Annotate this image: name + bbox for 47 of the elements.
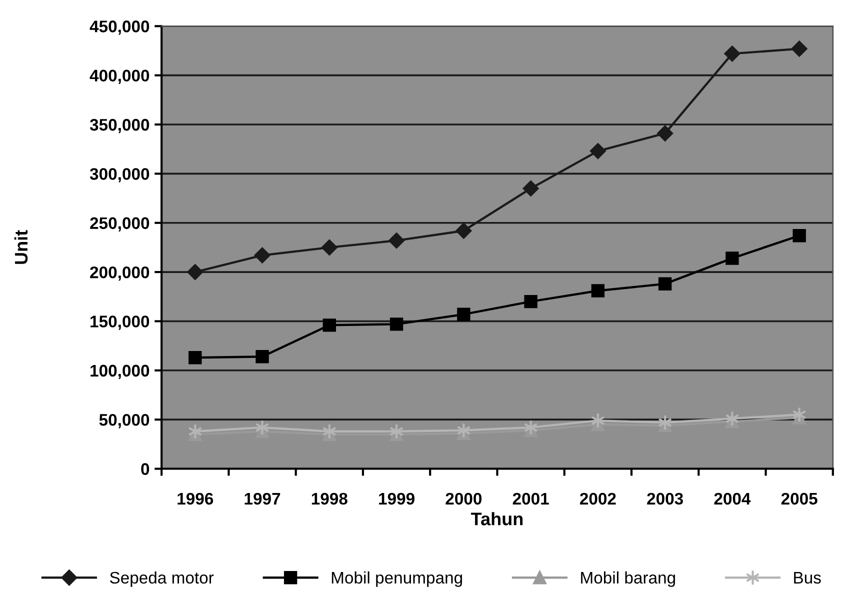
x-tick-label: 2004	[714, 492, 751, 505]
y-tick-label: 400,000	[90, 70, 150, 84]
y-tick-label: 350,000	[90, 118, 150, 134]
x-tick-label: 1996	[178, 492, 214, 505]
point	[188, 351, 202, 364]
point	[254, 247, 270, 264]
x-tick-label: 2001	[512, 492, 549, 505]
point	[256, 350, 269, 364]
x-tick-label: 2002	[580, 492, 616, 505]
point	[591, 284, 605, 298]
point	[657, 125, 673, 142]
point	[791, 40, 808, 57]
point	[658, 277, 672, 290]
legend-label: Mobil barang	[581, 571, 675, 587]
y-tick-label: 250,000	[90, 217, 150, 232]
y-axis-title: Unit	[14, 230, 28, 264]
y-tick-label: 0	[141, 463, 150, 475]
point	[522, 180, 539, 196]
x-tick-label: 1998	[312, 492, 348, 505]
y-tick-label: 200,000	[90, 266, 150, 281]
x-tick-label: 2005	[781, 492, 818, 505]
legend-label: Sepeda motor	[110, 571, 214, 587]
y-tick-label: 150,000	[90, 316, 150, 330]
x-tick-label: 2000	[446, 492, 482, 505]
point	[255, 419, 270, 436]
point	[792, 229, 806, 242]
point	[457, 308, 470, 321]
point	[524, 294, 538, 308]
y-tick-label: 50,000	[99, 414, 150, 428]
point	[590, 143, 606, 159]
y-tick-label: 300,000	[90, 168, 150, 182]
y-tick-label: 450,000	[90, 20, 150, 35]
legend-label: Bus	[794, 572, 821, 584]
point	[321, 240, 338, 256]
legend-label: Mobil penumpang	[332, 571, 462, 587]
point	[322, 318, 336, 332]
y-tick-label: 100,000	[90, 364, 150, 380]
point	[187, 264, 204, 280]
point	[388, 232, 404, 248]
point	[390, 318, 404, 331]
x-tick-label: 1999	[379, 492, 414, 505]
point	[724, 46, 740, 62]
point	[456, 222, 472, 239]
x-axis-title: Tahun	[471, 512, 523, 526]
x-tick-label: 1997	[244, 492, 280, 505]
x-tick-label: 2003	[647, 492, 683, 505]
point	[726, 252, 739, 265]
